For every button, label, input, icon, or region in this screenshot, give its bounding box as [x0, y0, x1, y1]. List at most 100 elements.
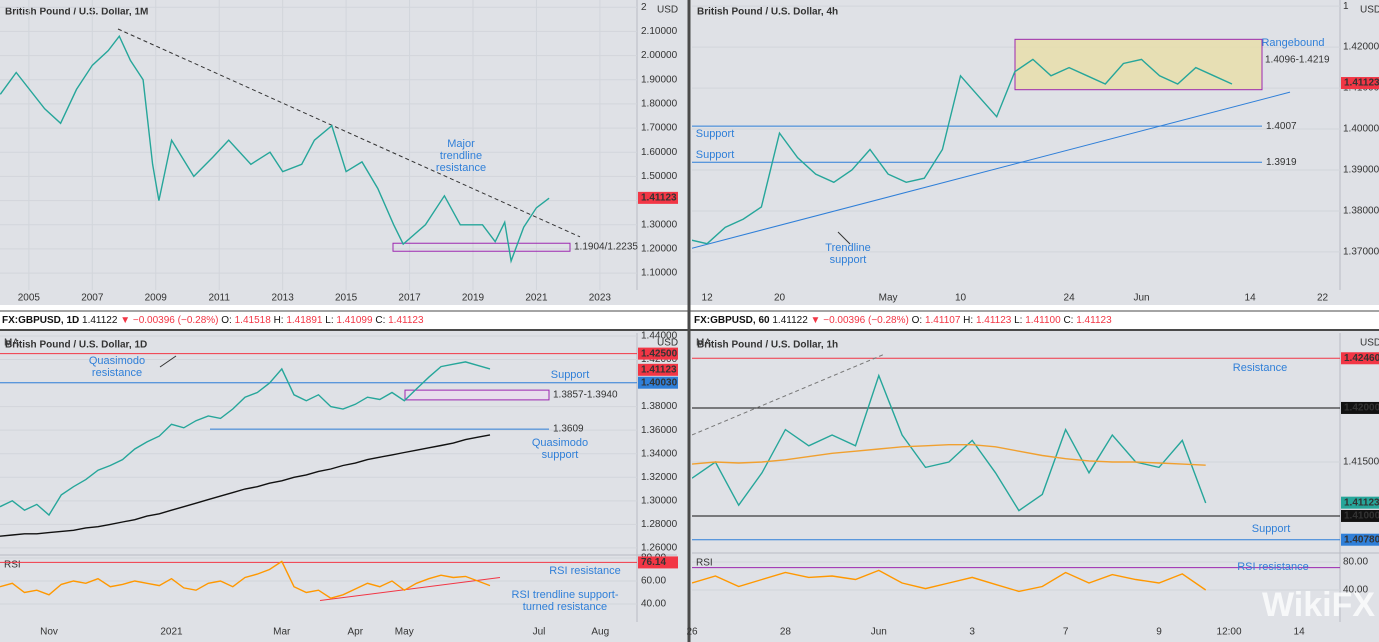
- y-tick-label: 40.00: [641, 599, 666, 610]
- price-line: [0, 560, 491, 599]
- trendline: [692, 91, 1291, 249]
- price-tag-label: 1.40780: [1344, 534, 1379, 545]
- price-tag-label: 1.42500: [641, 348, 678, 359]
- header-item: 1.41122: [82, 315, 118, 326]
- y-tick-label: 1.90000: [641, 74, 678, 85]
- symbol-header: FX:GBPUSD, 1D 1.41122 ▼ −0.00396 (−0.28%…: [2, 315, 424, 326]
- y-tick-label: 1.40000: [1343, 124, 1379, 135]
- x-tick-label: 20: [774, 293, 786, 304]
- y-tick-label: 2.10000: [641, 26, 678, 37]
- header-item: C:: [1063, 315, 1073, 326]
- level-label: 1.3919: [1266, 157, 1297, 168]
- price-tag: [638, 556, 678, 569]
- header-item: 1.41891: [286, 315, 323, 326]
- price-line: [0, 361, 491, 517]
- box-label: 1.3857-1.3940: [553, 390, 618, 401]
- y-tick-label: 1.80000: [641, 99, 678, 110]
- trendline: [319, 577, 501, 602]
- level-label: 1.4007: [1266, 121, 1297, 132]
- header-item: FX:GBPUSD, 60: [694, 315, 770, 326]
- x-tick-label: 28: [780, 627, 792, 638]
- y-tick-label: 2: [641, 2, 647, 13]
- annotation: RSI resistance: [1237, 561, 1309, 573]
- price-tag: [1341, 77, 1379, 90]
- price-tag: [638, 347, 678, 360]
- x-tick-label: Aug: [591, 627, 609, 638]
- x-tick-label: 2015: [335, 293, 358, 304]
- x-tick-label: May: [395, 627, 414, 638]
- x-tick-label: 2021: [525, 293, 548, 304]
- header-item: 1.41107: [925, 315, 961, 326]
- y-tick-label: 1.37000: [1343, 247, 1379, 258]
- price-tag-label: 1.41000: [1344, 511, 1379, 522]
- header-item: ▼ −0.00396 (−0.28%): [120, 315, 218, 326]
- x-tick-label: Jun: [1133, 293, 1149, 304]
- y-tick-label: 1.30000: [641, 219, 678, 230]
- chart-title: British Pound / U.S. Dollar, 4h: [697, 7, 838, 18]
- y-tick-label: 80.00: [1343, 557, 1368, 568]
- chart-title: British Pound / U.S. Dollar, 1D: [5, 340, 147, 351]
- y-tick-label: 1.28000: [641, 519, 678, 530]
- x-tick-label: 26: [686, 627, 698, 638]
- x-tick-label: 3: [969, 627, 975, 638]
- price-tag-label: 76.14: [641, 557, 666, 568]
- y-tick-label: 1.30000: [641, 495, 678, 506]
- y-tick-label: 60.00: [641, 576, 666, 587]
- y-tick-label: 1.10000: [641, 268, 678, 279]
- axis-unit: USD: [1360, 338, 1379, 349]
- trendline: [692, 353, 886, 436]
- y-tick-label: 1.36000: [641, 425, 678, 436]
- x-tick-label: 2023: [589, 293, 612, 304]
- pane-name: MA: [4, 338, 19, 349]
- price-tag-label: 1.40030: [641, 377, 678, 388]
- level-label: 1.3609: [553, 424, 584, 435]
- price-tag: [1341, 533, 1379, 546]
- header-item: O:: [221, 315, 232, 326]
- pane-name: MA: [696, 338, 711, 349]
- x-tick-label: 7: [1063, 627, 1069, 638]
- x-tick-label: Jul: [533, 627, 546, 638]
- annotation: Resistance: [1232, 362, 1288, 374]
- y-tick-label: 1.39000: [1343, 165, 1379, 176]
- y-tick-label: 1.44000: [641, 331, 678, 342]
- annotation: Support: [550, 369, 590, 381]
- header-item: 1.41123: [1076, 315, 1112, 326]
- price-tag-label: 1.41123: [641, 193, 677, 204]
- annotation: Quasimodo support: [531, 437, 589, 461]
- price-line: [692, 58, 1233, 245]
- header-item: FX:GBPUSD, 1D: [2, 315, 79, 326]
- y-tick-label: 1.42000: [641, 354, 678, 365]
- annotation: Support: [695, 149, 735, 161]
- x-tick-label: 14: [1294, 627, 1306, 638]
- x-tick-label: Mar: [273, 627, 291, 638]
- annotation: RSI trendline support-turned resistance: [511, 589, 619, 613]
- y-tick-label: 1.38000: [1343, 206, 1379, 217]
- header-item: H:: [963, 315, 973, 326]
- x-tick-label: Apr: [347, 627, 363, 638]
- range-box: [1014, 38, 1263, 91]
- x-tick-label: 14: [1245, 293, 1257, 304]
- header-item: L:: [325, 315, 333, 326]
- annotation: Quasimodo resistance: [88, 355, 146, 379]
- annotation: RSI resistance: [549, 565, 621, 577]
- pane-name: RSI: [696, 558, 713, 569]
- y-tick-label: 1.34000: [641, 448, 678, 459]
- axis-unit: USD: [657, 338, 678, 349]
- trendline: [117, 28, 581, 238]
- y-tick-label: 1.38000: [641, 401, 678, 412]
- price-tag-label: 1.42460: [1344, 353, 1379, 364]
- range-box: [404, 389, 550, 401]
- y-tick-label: 2.00000: [641, 50, 678, 61]
- x-tick-label: 2005: [18, 293, 41, 304]
- y-tick-label: 1: [1343, 1, 1349, 12]
- header-item: 1.41123: [976, 315, 1012, 326]
- range-box: [392, 242, 571, 252]
- watermark: WikiFX: [1262, 586, 1376, 624]
- price-line: [0, 434, 491, 537]
- arrow: [159, 355, 177, 368]
- x-tick-label: Jun: [871, 627, 887, 638]
- header-item: 1.41100: [1025, 315, 1061, 326]
- x-tick-label: 10: [955, 293, 967, 304]
- price-tag: [638, 191, 678, 204]
